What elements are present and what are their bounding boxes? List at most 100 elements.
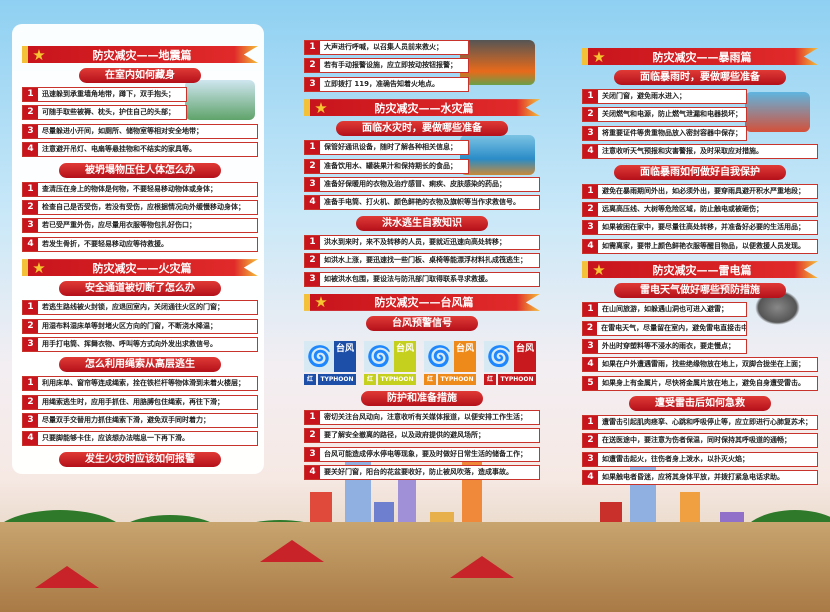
item-text: 遭雷击引起肌肉痉挛、心跳和呼吸停止等，应立即进行心肺复苏术； xyxy=(602,418,812,427)
star-icon: ★ xyxy=(314,98,328,117)
item-number: 3 xyxy=(583,339,598,353)
section-header: ★ 防灾减灾——台风篇 xyxy=(304,293,540,311)
item-text: 关闭燃气和电源，防止燃气泄漏和电器损坏； xyxy=(602,110,742,119)
list-item: 1 在山间旅游，如躲遇山洞也可进入避雷； xyxy=(582,302,747,318)
item-text: 远离高压线、大树等危险区域，防止触电或被砸伤； xyxy=(602,204,763,213)
item-text: 如果身上有金属片，尽快将金属片放在地上，避免自身遭受雷击。 xyxy=(602,378,805,387)
list-item: 3 准备好保暖用的衣物及治疗感冒、痢疾、皮肤感染的药品； xyxy=(304,176,540,192)
item-number: 2 xyxy=(583,434,598,448)
list-item: 3 尽量双手交替用力抓住绳索下滑，避免双手同时着力； xyxy=(22,413,258,429)
item-text: 外出时穿塑料等不浸水的雨衣，要走慢点； xyxy=(602,341,735,350)
item-text: 尽量躲进小开间，如厕所、储物室等相对安全地带； xyxy=(42,126,203,135)
item-number: 4 xyxy=(23,237,38,251)
panel-flood-typhoon: 1 大声进行呼喊，以召集人员前来救火； 2 若有手动报警设施，应立即按动按钮报警； 3 立… xyxy=(304,40,540,483)
item-number: 1 xyxy=(23,88,38,101)
item-text: 迅速躲到承重墙角地带，蹲下，双手抱头； xyxy=(42,90,175,98)
list-item: 4 准备手电筒、打火机、颜色鲜艳的衣物及旗帜等当作求救信号。 xyxy=(304,195,540,211)
item-text: 立即拨打 119，准确告知着火地点。 xyxy=(324,79,440,88)
list-item: 1 关闭门窗，避免雨水进入； xyxy=(582,89,747,104)
list-item: 3 立即拨打 119，准确告知着火地点。 xyxy=(304,76,469,92)
item-number: 3 xyxy=(23,219,38,233)
item-number: 3 xyxy=(23,124,38,138)
signal-top: 🌀 台风 xyxy=(424,340,476,372)
signal-level: 红 xyxy=(364,373,376,385)
item-text: 在送医途中，要注意为伤者保温，同时保持其呼吸道的通畅； xyxy=(602,436,791,445)
subsection-title: 被坍塌物压住人体怎么办 xyxy=(59,162,221,178)
list-item: 3 将重要证件等贵重物品放入密封容器中保存； xyxy=(582,125,747,141)
item-text: 只要脚能够卡住，应该想办法喘息一下再下滑。 xyxy=(42,434,189,443)
item-text: 检查自己是否受伤，若没有受伤，应根据情况向外缓慢移动身体； xyxy=(42,202,245,211)
item-number: 3 xyxy=(583,126,598,140)
item-number: 2 xyxy=(305,159,320,173)
list-item: 2 远离高压线、大树等危险区域，防止触电或被砸伤； xyxy=(582,201,818,217)
item-text: 如果被困在家中，要尽量往高处转移，并准备好必要的生活用品； xyxy=(602,223,805,232)
subsection-title: 怎么利用绳索从高层逃生 xyxy=(59,357,221,373)
list-item: 2 准备饮用水、罐装果汁和保持期长的食品； xyxy=(304,158,469,174)
item-text: 在雷电天气，尽量留在室内，避免雷电直接击中； xyxy=(601,323,746,332)
item-number: 2 xyxy=(23,319,38,333)
item-number: 3 xyxy=(305,447,320,461)
item-number: 4 xyxy=(583,358,598,372)
list-item: 4 如需离家，要带上颜色鲜艳衣服等醒目物品，以便救援人员发现。 xyxy=(582,238,818,254)
typhoon-swirl-icon: 🌀 xyxy=(364,340,394,372)
item-text: 如果在户外遭遇雷雨，找些绝缘物放在地上，双脚合拢坐在上面； xyxy=(602,360,805,369)
list-item: 4 要关好门窗，阳台的花盆要收好，防止被风吹落，造成事故。 xyxy=(304,465,540,481)
typhoon-swirl-icon: 🌀 xyxy=(424,340,454,372)
section-title: 防灾减灾——火灾篇 xyxy=(92,261,192,275)
item-text: 用绳索逃生时，应用手抓住、用胳膊包住绳索，再往下滑； xyxy=(42,397,224,406)
item-number: 3 xyxy=(305,77,320,91)
item-text: 台风可能造成停水停电等现象，要及时做好日常生活的储备工作； xyxy=(324,449,527,458)
item-text: 密切关注台风动向，注意收听有关媒体报道，以便安排工作生活； xyxy=(324,412,527,421)
list-item: 2 如洪水上涨，要迅速找一些门板、桌椅等能漂浮材料扎成筏逃生； xyxy=(304,253,540,269)
item-number: 2 xyxy=(305,59,320,73)
list-item: 3 尽量躲进小开间，如厕所、储物室等相对安全地带； xyxy=(22,123,258,139)
signal-bottom: 红 TYPHOON xyxy=(304,373,356,385)
item-number: 1 xyxy=(583,184,598,198)
flood-water xyxy=(0,522,830,612)
list-item: 2 若有手动报警设施，应立即按动按钮报警； xyxy=(304,58,469,74)
signal-en: TYPHOON xyxy=(498,373,536,385)
list-item: 3 若已受严重外伤，应尽量用衣服等物包扎好伤口； xyxy=(22,218,258,234)
item-text: 在山间旅游，如躲遇山洞也可进入避雷； xyxy=(602,305,728,314)
item-number: 1 xyxy=(23,377,38,391)
item-number: 1 xyxy=(583,416,598,430)
section-title: 防灾减灾——雷电篇 xyxy=(652,263,752,277)
section-header: ★ 防灾减灾——暴雨篇 xyxy=(582,48,818,65)
item-text: 用湿布料湿床单等封堵火区方向的门窗，不断浇水降温； xyxy=(42,321,217,330)
city-flood-scene xyxy=(0,462,830,612)
item-number: 2 xyxy=(583,202,598,216)
list-item: 4 注意避开吊灯、电扇等悬挂物和不结实的家具等。 xyxy=(22,142,258,158)
item-number: 1 xyxy=(305,410,320,424)
subsection-title: 面临水灾时，要做哪些准备 xyxy=(336,121,508,137)
list-item: 1 保管好通讯设备，随时了解各种相关信息； xyxy=(304,140,469,156)
signal-label: 台风 xyxy=(454,340,476,372)
list-item: 1 密切关注台风动向，注意收听有关媒体报道，以便安排工作生活； xyxy=(304,409,540,425)
typhoon-signal-card: 🌀 台风红 TYPHOON xyxy=(424,340,476,385)
item-text: 若有手动报警设施，应立即按动按钮报警； xyxy=(324,61,457,70)
signal-en: TYPHOON xyxy=(378,373,416,385)
subsection-title: 台风预警信号 xyxy=(366,315,478,331)
item-number: 4 xyxy=(583,145,598,159)
list-item: 1 若逃生路线被火封锁，应退回室内，关闭通往火区的门窗； xyxy=(22,300,258,316)
item-text: 准备手电筒、打火机、颜色鲜艳的衣物及旗帜等当作求救信号。 xyxy=(324,198,520,207)
typhoon-signal-card: 🌀 台风红 TYPHOON xyxy=(364,340,416,385)
section-title: 防灾减灾——水灾篇 xyxy=(374,101,474,115)
signal-label: 台风 xyxy=(394,340,416,372)
item-text: 尽量双手交替用力抓住绳索下滑，避免双手同时着力； xyxy=(42,416,210,425)
item-number: 4 xyxy=(23,432,38,446)
list-item: 3 如果被困在家中，要尽量往高处转移，并准备好必要的生活用品； xyxy=(582,220,818,236)
section-title: 防灾减灾——地震篇 xyxy=(92,48,192,62)
section-title: 防灾减灾——台风篇 xyxy=(374,296,474,310)
list-item: 1 利用床单、窗帘等连成绳索，拴在铁栏杆等物体滑到未着火楼层； xyxy=(22,376,258,392)
item-number: 3 xyxy=(305,272,320,286)
signal-level: 红 xyxy=(424,373,436,385)
star-icon: ★ xyxy=(592,47,606,66)
item-text: 保管好通讯设备，随时了解各种相关信息； xyxy=(324,143,457,152)
item-text: 准备好保暖用的衣物及治疗感冒、痢疾、皮肤感染的药品； xyxy=(324,179,506,188)
list-item: 2 在送医途中，要注意为伤者保温，同时保持其呼吸道的通畅； xyxy=(582,433,818,449)
list-item: 2 检查自己是否受伤，若没有受伤，应根据情况向外缓慢移动身体； xyxy=(22,199,258,215)
typhoon-signals: 🌀 台风红 TYPHOON 🌀 台风红 TYPHOON 🌀 台风红 TYPHOON 🌀 台风红 TYP… xyxy=(304,340,536,385)
item-number: 1 xyxy=(305,141,320,155)
item-text: 将重要证件等贵重物品放入密封容器中保存； xyxy=(602,128,742,137)
panel-rainstorm-thunder: ★ 防灾减灾——暴雨篇 面临暴雨时，要做哪些准备 1 关闭门窗，避免雨水进入； 2 关闭燃气… xyxy=(582,44,818,489)
